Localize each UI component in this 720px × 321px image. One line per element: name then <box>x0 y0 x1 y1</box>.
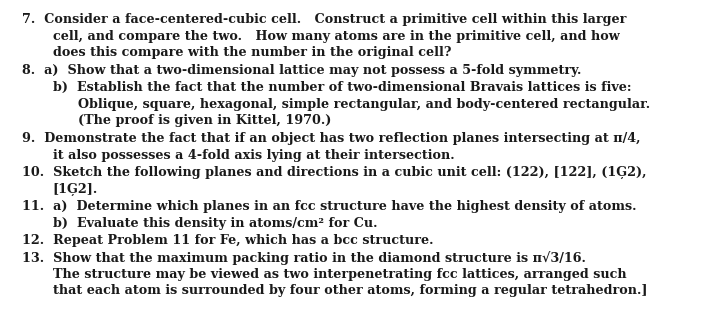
Text: that each atom is surrounded by four other atoms, forming a regular tetrahedron.: that each atom is surrounded by four oth… <box>53 284 647 297</box>
Text: 12.  Repeat Problem 11 for Fe, which has a bcc structure.: 12. Repeat Problem 11 for Fe, which has … <box>22 234 433 247</box>
Text: 13.  Show that the maximum packing ratio in the diamond structure is π√3/16.: 13. Show that the maximum packing ratio … <box>22 251 595 265</box>
Text: it also possesses a 4-fold axis lying at their intersection.: it also possesses a 4-fold axis lying at… <box>53 149 454 161</box>
Text: b)  Establish the fact that the number of two-dimensional Bravais lattices is fi: b) Establish the fact that the number of… <box>53 81 631 94</box>
Text: 7.  Consider a face-centered-cubic cell.   Construct a primitive cell within thi: 7. Consider a face-centered-cubic cell. … <box>22 13 626 26</box>
Text: 9.  Demonstrate the fact that if an object has two reflection planes intersectin: 9. Demonstrate the fact that if an objec… <box>22 132 640 145</box>
Text: Oblique, square, hexagonal, simple rectangular, and body-centered rectangular.: Oblique, square, hexagonal, simple recta… <box>78 98 650 110</box>
Text: The structure may be viewed as two interpenetrating fcc lattices, arranged such: The structure may be viewed as two inter… <box>53 268 626 281</box>
Text: (The proof is given in Kittel, 1970.): (The proof is given in Kittel, 1970.) <box>78 114 331 127</box>
Text: 10.  Sketch the following planes and directions in a cubic unit cell: (122), [12: 10. Sketch the following planes and dire… <box>22 166 646 179</box>
Text: 11.  a)  Determine which planes in an fcc structure have the highest density of : 11. a) Determine which planes in an fcc … <box>22 200 636 213</box>
Text: b)  Evaluate this density in atoms/cm² for Cu.: b) Evaluate this density in atoms/cm² fo… <box>53 217 377 230</box>
Text: [1Ģ2].: [1Ģ2]. <box>53 183 98 196</box>
Text: cell, and compare the two.   How many atoms are in the primitive cell, and how: cell, and compare the two. How many atom… <box>53 30 619 42</box>
Text: 8.  a)  Show that a two-dimensional lattice may not possess a 5-fold symmetry.: 8. a) Show that a two-dimensional lattic… <box>22 64 581 77</box>
Text: does this compare with the number in the original cell?: does this compare with the number in the… <box>53 46 451 59</box>
